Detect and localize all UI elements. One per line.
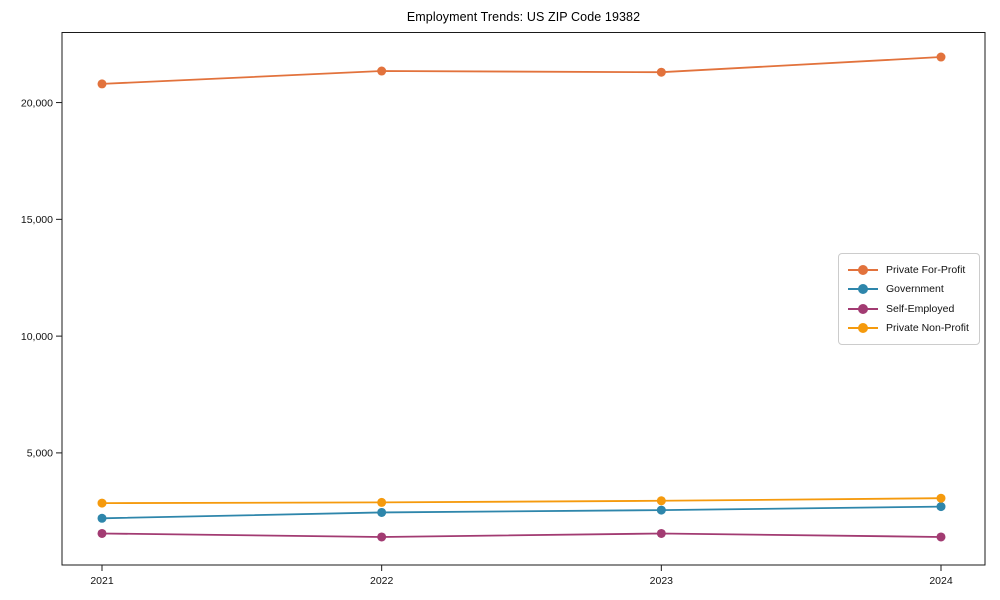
data-point-marker bbox=[656, 67, 666, 77]
legend-item: Private For-Profit bbox=[848, 260, 970, 280]
data-point-marker bbox=[97, 513, 107, 523]
legend-item: Government bbox=[848, 280, 970, 300]
x-axis-tick-label: 2021 bbox=[90, 575, 114, 587]
series-line bbox=[101, 497, 942, 505]
legend-marker-icon bbox=[848, 284, 878, 295]
data-point-marker bbox=[936, 502, 946, 512]
legend-marker-icon bbox=[848, 303, 878, 314]
legend-item-label: Government bbox=[886, 283, 944, 296]
x-axis-tick-label: 2024 bbox=[929, 575, 953, 587]
legend-item: Self-Employed bbox=[848, 299, 970, 319]
data-point-marker bbox=[97, 528, 107, 538]
data-point-marker bbox=[377, 532, 387, 542]
y-axis-tick-label: 5,000 bbox=[27, 448, 53, 460]
data-point-marker bbox=[936, 532, 946, 542]
legend-item-label: Self-Employed bbox=[886, 302, 955, 315]
x-axis-tick-label: 2022 bbox=[370, 575, 394, 587]
data-point-marker bbox=[656, 505, 666, 515]
legend: Private For-Profit Government Self-Employe… bbox=[838, 253, 980, 345]
plot-border bbox=[61, 32, 986, 566]
data-point-marker bbox=[377, 66, 387, 76]
chart-title: Employment Trends: US ZIP Code 19382 bbox=[406, 10, 641, 24]
data-point-marker bbox=[97, 79, 107, 89]
data-point-marker bbox=[377, 507, 387, 517]
series-line bbox=[101, 505, 942, 520]
legend-marker-icon bbox=[848, 323, 878, 334]
data-point-marker bbox=[97, 498, 107, 508]
series-line bbox=[101, 532, 942, 538]
y-axis-tick-label: 15,000 bbox=[21, 214, 53, 226]
y-axis-tick-label: 20,000 bbox=[21, 97, 53, 109]
series-line bbox=[101, 56, 942, 85]
y-axis-tick-label: 10,000 bbox=[21, 331, 53, 343]
x-axis-tick-label: 2023 bbox=[650, 575, 674, 587]
legend-item: Private Non-Profit bbox=[848, 319, 970, 339]
legend-item-label: Private Non-Profit bbox=[886, 322, 969, 335]
legend-marker-icon bbox=[848, 264, 878, 275]
data-point-marker bbox=[936, 52, 946, 62]
data-point-marker bbox=[656, 528, 666, 538]
legend-item-label: Private For-Profit bbox=[886, 263, 966, 276]
data-point-marker bbox=[656, 496, 666, 506]
data-point-marker bbox=[936, 493, 946, 503]
data-point-marker bbox=[377, 497, 387, 507]
